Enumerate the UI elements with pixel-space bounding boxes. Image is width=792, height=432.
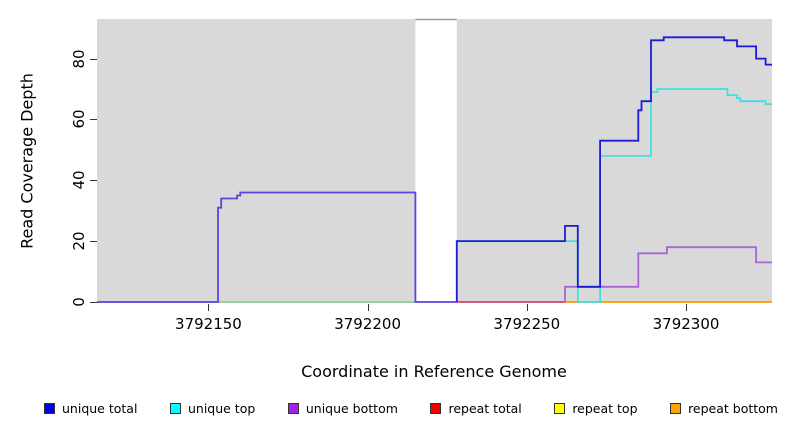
x-tick-mark (526, 304, 528, 311)
y-tick-label: 40 (70, 170, 88, 190)
y-tick-mark (90, 119, 97, 121)
legend-swatch (554, 403, 566, 414)
legend-item-unique-bottom: unique bottom (287, 401, 398, 416)
y-tick-mark (90, 180, 97, 182)
x-tick-label: 3792150 (175, 315, 242, 333)
legend: unique total unique top unique bottom repea… (44, 401, 778, 416)
legend-item-repeat-total: repeat total (430, 401, 522, 416)
legend-label: unique bottom (305, 401, 398, 416)
x-tick-label: 3792200 (334, 315, 402, 333)
legend-label: repeat top (572, 401, 638, 416)
x-tick-mark (686, 304, 688, 311)
legend-item-repeat-bottom: repeat bottom (670, 401, 778, 416)
y-tick-label: 0 (70, 297, 88, 307)
legend-swatch (670, 403, 682, 414)
y-tick-label: 60 (70, 109, 88, 129)
legend-label: unique total (62, 401, 138, 416)
legend-label: unique top (187, 401, 256, 416)
series-unique-top (455, 88, 772, 303)
legend-swatch (44, 403, 55, 414)
legend-swatch (169, 403, 181, 414)
y-tick-mark (90, 302, 97, 303)
legend-item-unique-total: unique total (44, 401, 137, 416)
x-tick-label: 3792300 (652, 315, 720, 333)
shaded-region (456, 19, 772, 303)
y-tick-label: 20 (70, 231, 88, 251)
series-unique-total-unique-bottom-left-block-overlap- (97, 191, 457, 303)
coverage-plot-canvas (97, 18, 772, 303)
x-tick-label: 3792250 (493, 315, 561, 333)
series-unique-total (455, 36, 772, 302)
legend-item-unique-top: unique top (169, 401, 256, 416)
y-axis-title: Read Coverage Depth (17, 73, 37, 249)
legend-label: repeat total (448, 401, 522, 416)
x-axis-title: Coordinate in Reference Genome (301, 362, 567, 381)
legend-item-repeat-top: repeat top (554, 401, 638, 416)
legend-label: repeat bottom (688, 401, 778, 416)
legend-swatch (430, 403, 442, 414)
y-tick-label: 80 (70, 49, 88, 69)
shaded-region (97, 19, 416, 303)
y-tick-mark (90, 241, 97, 243)
legend-swatch (287, 403, 299, 414)
y-tick-mark (90, 58, 97, 60)
x-tick-mark (208, 304, 210, 311)
x-tick-mark (367, 304, 369, 311)
